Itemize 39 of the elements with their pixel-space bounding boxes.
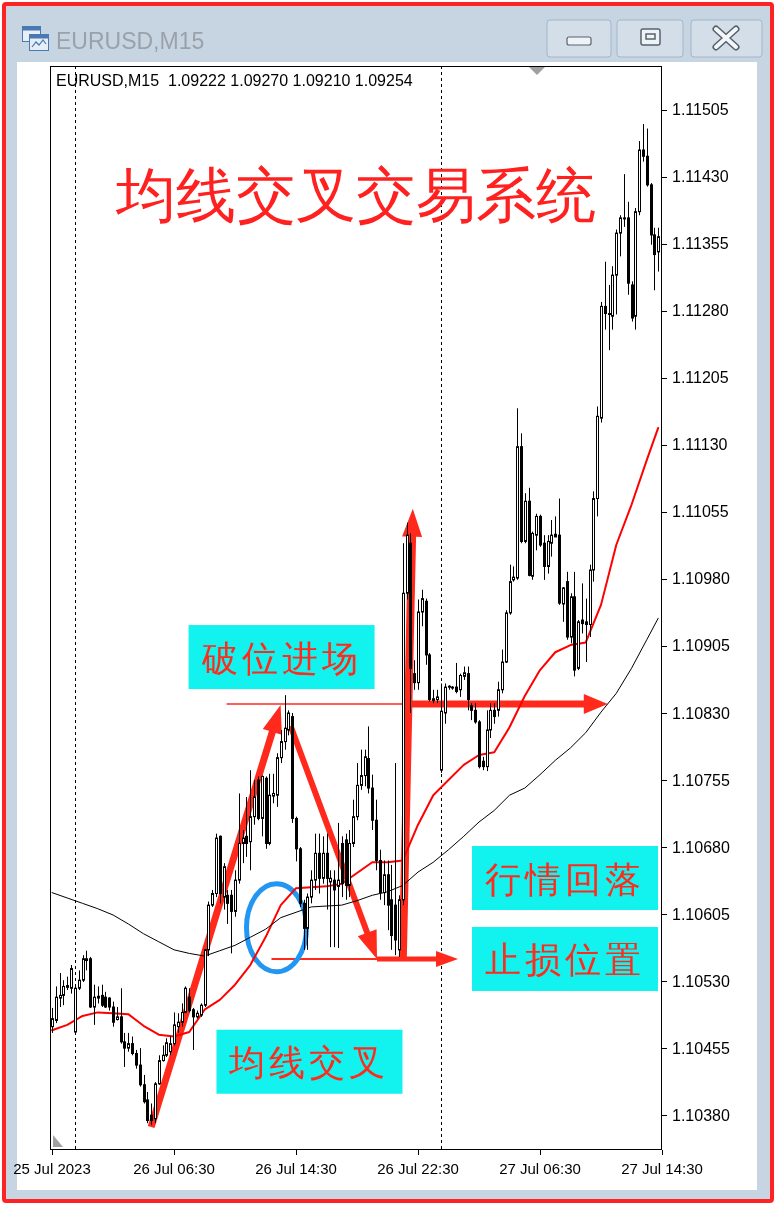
y-tick-label: 1.10830 — [672, 704, 730, 722]
candlestick — [127, 1032, 130, 1053]
candlestick — [455, 662, 458, 694]
candlestick — [112, 1001, 115, 1028]
y-tick-label: 1.11355 — [672, 235, 729, 253]
y-tick-label: 1.10680 — [672, 838, 730, 856]
annotation: 破位进场 — [200, 637, 362, 679]
y-tick-label: 1.11055 — [672, 503, 729, 521]
candlestick — [188, 987, 191, 1013]
annotation: 止损位置 — [485, 939, 645, 981]
y-tick-label: 1.10380 — [672, 1106, 730, 1124]
annotation: EURUSD,M15 1.09222 1.09270 1.09210 1.09254 — [56, 72, 413, 89]
x-tick-label: 27 Jul 06:30 — [499, 1160, 581, 1177]
y-tick-label: 1.10455 — [672, 1039, 730, 1057]
text: 均线交叉交易系统 — [115, 160, 596, 230]
candlestick — [459, 673, 462, 698]
annotation: 均线交叉 — [228, 1042, 390, 1084]
candlestick — [383, 859, 386, 906]
annotation: 行情回落 — [485, 858, 645, 900]
y-tick-label: 1.11205 — [672, 369, 729, 387]
y-tick-label: 1.10530 — [672, 972, 730, 990]
y-tick-label: 1.10905 — [672, 637, 730, 655]
y-tick-label: 1.10605 — [672, 905, 730, 923]
y-tick-label: 1.11505 — [672, 101, 729, 119]
x-tick-label: 25 Jul 2023 — [13, 1160, 91, 1177]
candlestick — [337, 822, 340, 949]
candlestick — [165, 1037, 168, 1058]
x-tick-label: 26 Jul 06:30 — [133, 1160, 215, 1177]
candlestick — [55, 985, 58, 1024]
y-tick-label: 1.11280 — [672, 302, 729, 320]
y-tick-label: 1.10980 — [672, 570, 730, 588]
y-tick-label: 1.10755 — [672, 771, 730, 789]
x-tick-label: 26 Jul 22:30 — [377, 1160, 459, 1177]
y-tick-label: 1.11130 — [672, 436, 728, 454]
x-tick-label: 26 Jul 14:30 — [255, 1160, 337, 1177]
y-tick-label: 1.11430 — [672, 168, 729, 186]
x-tick-label: 27 Jul 14:30 — [621, 1160, 703, 1177]
chart-subtitle: EURUSD,M15 — [56, 28, 205, 54]
candlestick — [333, 869, 336, 948]
